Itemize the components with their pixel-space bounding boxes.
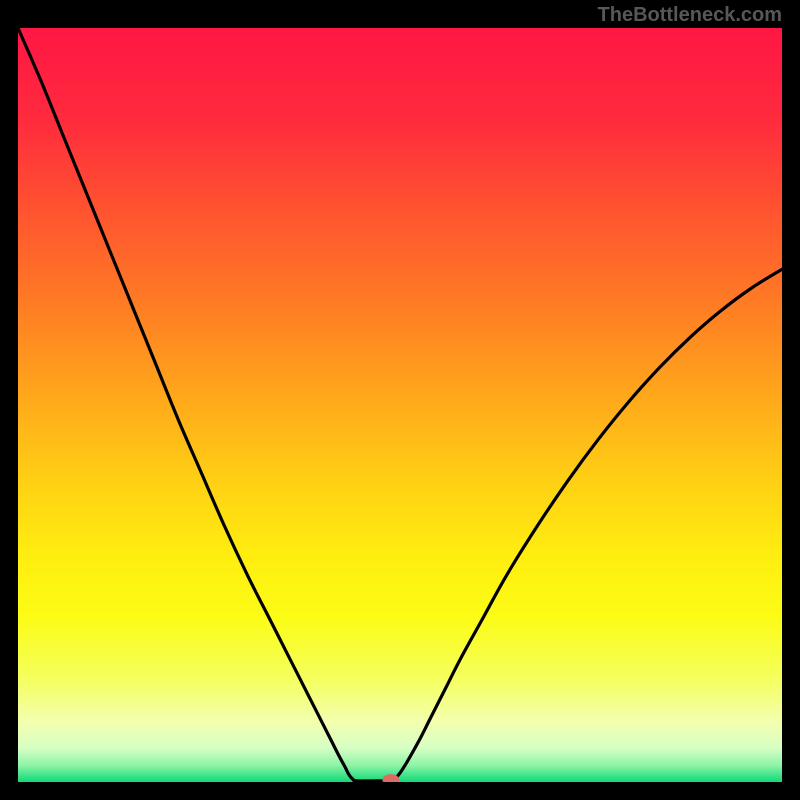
- curve-path: [18, 28, 782, 781]
- bottleneck-curve: [18, 28, 782, 782]
- watermark-text: TheBottleneck.com: [598, 4, 782, 27]
- bottleneck-chart: [18, 28, 782, 782]
